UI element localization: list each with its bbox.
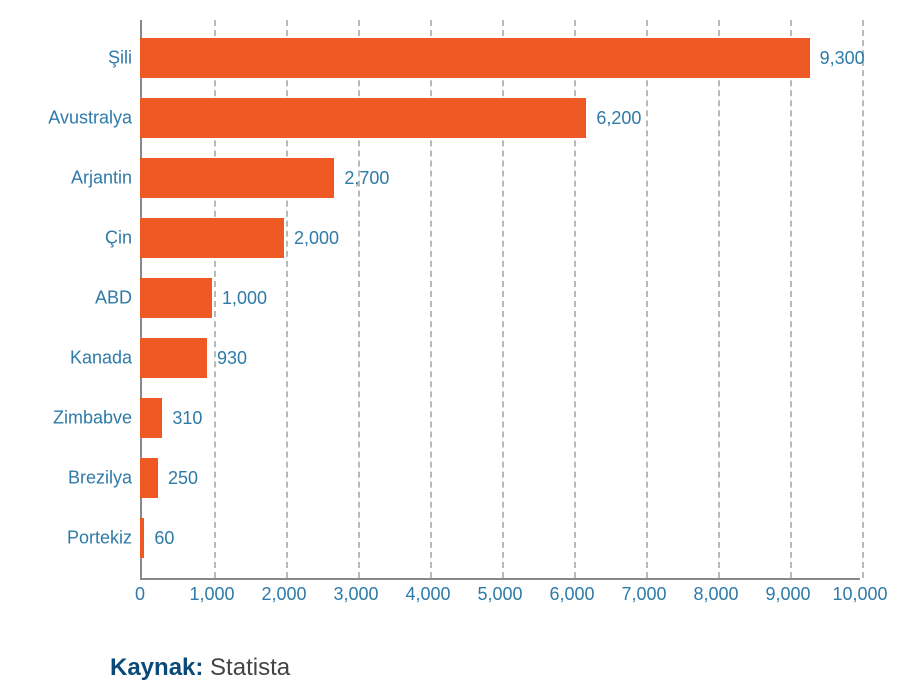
bar-row: 310 <box>140 398 202 438</box>
category-label: Kanada <box>70 348 132 369</box>
bar <box>140 398 162 438</box>
bar-value-label: 2,700 <box>344 168 389 189</box>
bar-value-label: 310 <box>172 408 202 429</box>
bar <box>140 38 810 78</box>
bar <box>140 158 334 198</box>
bar-value-label: 60 <box>154 528 174 549</box>
bar-value-label: 250 <box>168 468 198 489</box>
category-label: Avustralya <box>48 108 132 129</box>
bar-value-label: 6,200 <box>596 108 641 129</box>
x-tick-label: 5,000 <box>477 584 522 605</box>
category-label: Arjantin <box>71 168 132 189</box>
category-label: Portekiz <box>67 528 132 549</box>
source-name: Statista <box>210 654 290 681</box>
x-tick-label: 8,000 <box>693 584 738 605</box>
plot-area: Şili Avustralya Arjantin Çin ABD Kanada Zimbab… <box>40 20 860 580</box>
bar-row: 2,700 <box>140 158 389 198</box>
x-tick-label: 1,000 <box>189 584 234 605</box>
bar-value-label: 1,000 <box>222 288 267 309</box>
bar <box>140 278 212 318</box>
category-label: Brezilya <box>68 468 132 489</box>
bar-value-label: 930 <box>217 348 247 369</box>
x-tick-label: 0 <box>135 584 145 605</box>
category-label: ABD <box>95 288 132 309</box>
x-tick-label: 3,000 <box>333 584 378 605</box>
source-attribution: Kaynak: Statista <box>110 654 290 682</box>
x-tick-label: 9,000 <box>765 584 810 605</box>
bar-row: 9,300 <box>140 38 865 78</box>
x-tick-label: 10,000 <box>832 584 887 605</box>
x-tick-label: 7,000 <box>621 584 666 605</box>
bar-row: 1,000 <box>140 278 267 318</box>
bar <box>140 338 207 378</box>
bar <box>140 98 586 138</box>
gridline <box>862 20 864 578</box>
bar-row: 2,000 <box>140 218 339 258</box>
bar <box>140 458 158 498</box>
bar-value-label: 2,000 <box>294 228 339 249</box>
category-label: Şili <box>108 48 132 69</box>
bar-row: 250 <box>140 458 198 498</box>
y-axis-labels: Şili Avustralya Arjantin Çin ABD Kanada Zimbab… <box>40 20 140 580</box>
bars-layer: 9,3006,2002,7002,0001,00093031025060 <box>140 20 860 580</box>
bar-row: 60 <box>140 518 174 558</box>
category-label: Zimbabve <box>53 408 132 429</box>
bar-row: 6,200 <box>140 98 641 138</box>
x-tick-label: 2,000 <box>261 584 306 605</box>
bar <box>140 518 144 558</box>
source-prefix: Kaynak: <box>110 654 203 681</box>
chart-container: Şili Avustralya Arjantin Çin ABD Kanada Zimbab… <box>0 0 900 700</box>
category-label: Çin <box>105 228 132 249</box>
x-tick-label: 4,000 <box>405 584 450 605</box>
bar-row: 930 <box>140 338 247 378</box>
x-axis-ticks: 01,0002,0003,0004,0005,0006,0007,0008,00… <box>140 584 860 614</box>
bar-value-label: 9,300 <box>820 48 865 69</box>
bar <box>140 218 284 258</box>
x-tick-label: 6,000 <box>549 584 594 605</box>
